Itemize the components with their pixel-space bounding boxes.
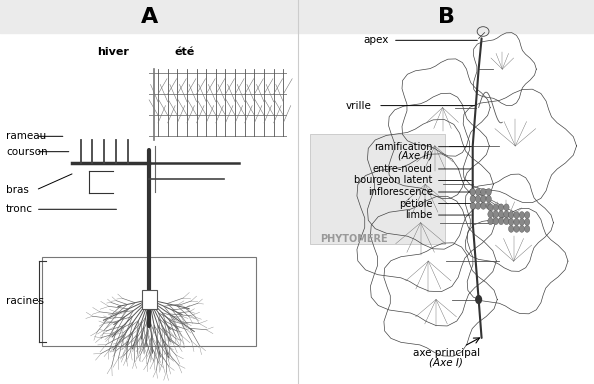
Circle shape	[514, 212, 519, 218]
Text: (Axe I): (Axe I)	[429, 358, 463, 368]
Text: hiver: hiver	[97, 47, 129, 57]
Circle shape	[486, 195, 491, 202]
Text: racines: racines	[6, 296, 44, 306]
Circle shape	[470, 195, 475, 202]
Circle shape	[475, 195, 481, 202]
Circle shape	[475, 295, 482, 304]
Circle shape	[493, 218, 498, 225]
Circle shape	[486, 189, 491, 195]
Circle shape	[525, 218, 530, 225]
Text: entre-noeud: entre-noeud	[373, 164, 433, 174]
Text: (Axe II): (Axe II)	[398, 150, 433, 160]
Circle shape	[525, 212, 530, 218]
Circle shape	[508, 225, 514, 232]
Circle shape	[504, 204, 509, 211]
Text: limbe: limbe	[406, 210, 433, 220]
Circle shape	[481, 189, 486, 195]
Circle shape	[493, 204, 498, 211]
Circle shape	[498, 218, 504, 225]
Circle shape	[504, 211, 509, 218]
Circle shape	[481, 195, 486, 202]
Circle shape	[486, 202, 491, 209]
Text: axe principal: axe principal	[412, 348, 480, 358]
Circle shape	[488, 211, 493, 218]
Text: bourgeon latent: bourgeon latent	[355, 175, 433, 185]
Text: PHYTOMERE: PHYTOMERE	[321, 234, 388, 244]
Circle shape	[475, 189, 481, 195]
Circle shape	[519, 212, 525, 218]
Circle shape	[525, 225, 530, 232]
Circle shape	[514, 225, 519, 232]
Circle shape	[488, 218, 493, 225]
Circle shape	[470, 202, 475, 209]
Text: apex: apex	[364, 35, 388, 45]
Text: rameau: rameau	[6, 131, 46, 141]
Text: B: B	[438, 7, 454, 26]
Circle shape	[470, 189, 475, 195]
Bar	[310, 134, 445, 244]
Circle shape	[498, 204, 504, 211]
Text: A: A	[140, 7, 158, 26]
Circle shape	[481, 202, 486, 209]
Text: bras: bras	[6, 185, 29, 195]
Text: été: été	[175, 47, 195, 57]
Circle shape	[488, 204, 493, 211]
Circle shape	[508, 212, 514, 218]
Bar	[141, 290, 157, 309]
Circle shape	[493, 211, 498, 218]
Text: pétiole: pétiole	[399, 198, 433, 209]
Bar	[0, 0, 298, 33]
Bar	[42, 257, 257, 346]
Text: ramification: ramification	[374, 142, 433, 152]
Circle shape	[508, 218, 514, 225]
Circle shape	[519, 225, 525, 232]
Text: vrille: vrille	[346, 101, 371, 111]
Circle shape	[504, 218, 509, 225]
Bar	[298, 0, 594, 33]
Circle shape	[498, 211, 504, 218]
Circle shape	[519, 218, 525, 225]
Circle shape	[475, 202, 481, 209]
Text: inflorescence: inflorescence	[368, 187, 433, 197]
Text: courson: courson	[6, 147, 48, 157]
Text: tronc: tronc	[6, 204, 33, 214]
Circle shape	[514, 218, 519, 225]
